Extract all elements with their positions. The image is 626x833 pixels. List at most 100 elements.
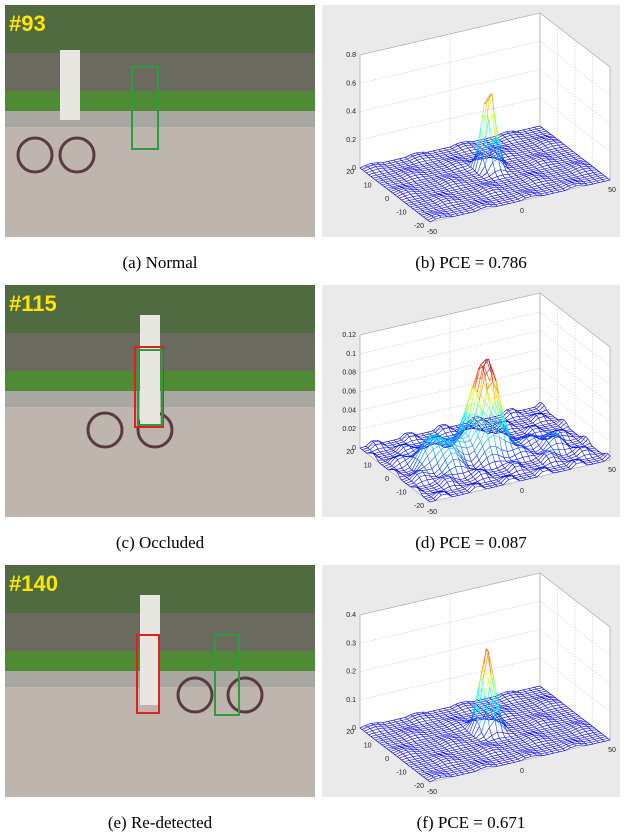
z-tick-label: 0.4	[346, 109, 356, 116]
mesh-line	[460, 164, 464, 168]
mesh-line	[420, 156, 424, 159]
mesh-line	[511, 153, 514, 156]
mesh-line	[508, 132, 515, 134]
mesh-line	[429, 152, 436, 155]
mesh-line	[386, 176, 389, 180]
mesh-line	[427, 161, 433, 164]
mesh-line	[514, 150, 521, 152]
mesh-line	[384, 175, 387, 178]
mesh-line	[536, 139, 539, 141]
person	[140, 315, 160, 425]
mesh-line	[514, 138, 521, 141]
mesh-line	[433, 168, 437, 171]
mesh-line	[512, 136, 519, 138]
mesh-line	[386, 188, 389, 191]
mesh-line	[530, 128, 537, 131]
mesh-line	[464, 151, 467, 155]
mesh-line	[399, 173, 406, 177]
photo: #140	[5, 565, 315, 797]
mesh-line	[552, 145, 556, 149]
mesh-line	[523, 128, 529, 131]
mesh-line	[515, 146, 519, 149]
mesh-line	[393, 169, 400, 172]
mesh-line	[500, 133, 503, 136]
mesh-line	[404, 179, 407, 182]
mesh-line	[537, 143, 543, 147]
mesh-line	[470, 153, 477, 168]
mesh-line	[527, 131, 534, 134]
mesh-line	[537, 135, 540, 138]
mesh-line	[393, 170, 396, 174]
mesh-line	[464, 166, 471, 170]
mesh-line	[419, 160, 426, 163]
mesh-line	[380, 178, 384, 181]
mesh-line	[558, 144, 565, 146]
mesh-line	[437, 152, 444, 155]
mesh-line	[444, 165, 448, 168]
mesh-line	[511, 143, 514, 146]
mesh-line	[385, 180, 392, 183]
mesh-line	[370, 174, 377, 177]
mesh-line	[407, 172, 414, 176]
mesh-line	[404, 176, 411, 180]
mesh-line	[398, 180, 402, 183]
mesh-line	[365, 164, 368, 167]
mesh-line	[542, 141, 549, 144]
mesh-line	[403, 160, 410, 163]
mesh-line	[402, 166, 405, 169]
mesh-line	[533, 136, 540, 139]
mesh-line	[510, 134, 517, 136]
mesh-line	[382, 173, 385, 176]
mesh-line	[528, 149, 534, 152]
mesh-line	[386, 186, 392, 189]
mesh-line	[453, 159, 457, 162]
mesh-line	[419, 162, 422, 165]
mesh-line	[428, 175, 432, 178]
mesh-line	[456, 159, 462, 162]
mesh-line	[529, 145, 532, 148]
y-tick-label: 10	[364, 463, 372, 470]
mesh-line	[517, 142, 520, 145]
mesh-line	[546, 147, 550, 151]
mesh-line	[423, 164, 430, 167]
mesh-line	[369, 168, 373, 171]
mesh-line	[550, 142, 557, 144]
mesh-line	[493, 150, 496, 153]
mesh-line	[419, 179, 423, 183]
mesh-line	[542, 127, 545, 130]
mesh-line	[436, 158, 439, 161]
mesh-line	[534, 127, 537, 130]
mesh-line	[459, 145, 466, 148]
mesh-line	[431, 155, 435, 158]
mesh-line	[366, 170, 373, 174]
mesh-line	[407, 158, 410, 162]
y-tick-label: 20	[346, 169, 354, 176]
mesh-line	[479, 151, 486, 154]
mesh-line	[470, 166, 474, 170]
mesh-line	[440, 171, 447, 174]
mesh-line	[377, 179, 384, 182]
mesh-line	[489, 152, 496, 156]
mesh-line	[502, 133, 509, 136]
mesh-line	[468, 158, 475, 166]
mesh-line	[517, 129, 524, 132]
mesh-line	[544, 129, 547, 132]
mesh-line	[438, 160, 441, 163]
mesh-line	[427, 150, 434, 153]
mesh-line	[530, 150, 537, 153]
wheel	[58, 136, 96, 174]
mesh-line	[421, 163, 428, 165]
mesh-line	[540, 132, 544, 135]
mesh-line	[437, 163, 443, 166]
mesh-line	[399, 158, 402, 161]
wheel	[226, 676, 264, 714]
mesh-line	[395, 170, 402, 174]
mesh-line	[392, 163, 399, 166]
mesh-line	[528, 137, 535, 140]
mesh-line	[415, 174, 419, 178]
mesh-line	[434, 162, 441, 164]
caption: (d) PCE = 0.087	[415, 533, 527, 552]
mesh-line	[534, 144, 538, 147]
mesh-line	[542, 143, 546, 146]
mesh-line	[499, 153, 506, 157]
